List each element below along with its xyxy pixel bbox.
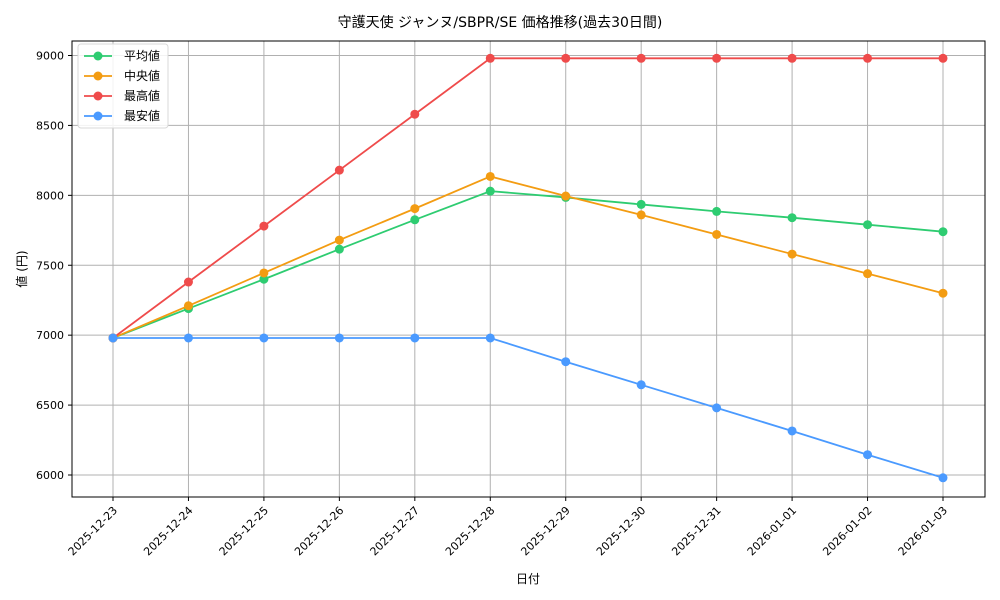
x-tick-label: 2025-12-28 <box>443 504 497 558</box>
legend-label: 最高値 <box>124 88 160 103</box>
legend-label: 最安値 <box>124 108 160 123</box>
data-point <box>108 333 118 343</box>
x-tick-label: 2026-01-03 <box>896 504 950 558</box>
y-tick-label: 8500 <box>36 119 64 132</box>
data-point <box>938 288 948 298</box>
data-point <box>561 191 571 201</box>
data-point <box>485 53 495 63</box>
data-point <box>334 244 344 254</box>
y-tick-label: 6500 <box>36 399 64 412</box>
data-point <box>410 333 420 343</box>
legend-item: 最高値 <box>84 88 160 103</box>
legend-item: 最安値 <box>84 108 160 123</box>
data-point <box>938 227 948 237</box>
data-point <box>863 269 873 279</box>
data-point <box>561 53 571 63</box>
data-point <box>712 53 722 63</box>
legend-marker-icon <box>93 71 103 81</box>
data-point <box>938 473 948 483</box>
series-line <box>112 175 944 339</box>
data-point <box>561 357 571 367</box>
data-point <box>259 268 269 278</box>
data-point <box>485 333 495 343</box>
data-point <box>259 221 269 231</box>
data-point <box>334 235 344 245</box>
data-point <box>712 403 722 413</box>
series-line <box>112 190 944 339</box>
x-tick-label: 2025-12-30 <box>594 504 648 558</box>
y-tick-label: 6000 <box>36 469 64 482</box>
data-point <box>712 206 722 216</box>
x-tick-label: 2025-12-26 <box>292 504 346 558</box>
data-point <box>334 165 344 175</box>
data-point <box>485 186 495 196</box>
data-point <box>787 249 797 259</box>
series-3 <box>108 333 948 483</box>
data-point <box>787 426 797 436</box>
data-point <box>787 213 797 223</box>
legend-item: 平均値 <box>84 48 160 63</box>
data-point <box>183 277 193 287</box>
data-point <box>334 333 344 343</box>
data-point <box>259 333 269 343</box>
x-tick-label: 2025-12-25 <box>217 504 271 558</box>
chart-title: 守護天使 ジャンヌ/SBPR/SE 価格推移(過去30日間) <box>337 15 663 31</box>
y-tick-label: 7500 <box>36 259 64 272</box>
plot-frame <box>71 40 986 498</box>
series-line <box>112 57 943 339</box>
legend-marker-icon <box>93 91 103 101</box>
data-point <box>410 204 420 214</box>
x-tick-label: 2025-12-31 <box>669 504 723 558</box>
data-point <box>410 109 420 119</box>
legend-marker-icon <box>93 111 103 121</box>
data-point <box>938 53 948 63</box>
x-axis-label: 日付 <box>516 572 540 586</box>
data-point <box>636 210 646 220</box>
legend-marker-icon <box>93 51 103 61</box>
legend-label: 平均値 <box>124 48 160 63</box>
y-axis: 6000 6500 7000 7500 8000 8500 9000 <box>36 50 72 482</box>
data-point <box>712 229 722 239</box>
y-tick-label: 7000 <box>36 329 64 342</box>
series-1 <box>108 171 948 343</box>
data-point <box>485 171 495 181</box>
data-point <box>259 274 269 284</box>
series-lines <box>108 53 948 483</box>
x-tick-label: 2025-12-29 <box>518 504 572 558</box>
x-axis: 2025-12-23 2025-12-24 2025-12-25 2025-12-26… <box>66 497 950 558</box>
data-point <box>863 53 873 63</box>
data-point <box>636 53 646 63</box>
series-2 <box>108 53 948 343</box>
x-tick-label: 2025-12-23 <box>66 504 120 558</box>
series-0 <box>108 186 948 343</box>
legend-label: 中央値 <box>124 68 160 83</box>
legend-box <box>77 43 169 129</box>
data-point <box>410 215 420 225</box>
x-tick-label: 2026-01-02 <box>820 504 874 558</box>
y-axis-label: 値 (円) <box>14 250 29 287</box>
data-point <box>863 220 873 230</box>
data-point <box>183 301 193 311</box>
data-point <box>863 450 873 460</box>
x-tick-label: 2025-12-27 <box>368 504 422 558</box>
data-point <box>636 380 646 390</box>
x-tick-label: 2026-01-01 <box>745 504 799 558</box>
legend-item: 中央値 <box>84 68 160 83</box>
data-point <box>183 333 193 343</box>
data-point <box>636 199 646 209</box>
y-tick-label: 9000 <box>36 50 64 63</box>
x-tick-label: 2025-12-24 <box>141 504 195 558</box>
series-line <box>113 337 944 479</box>
y-tick-label: 8000 <box>36 189 64 202</box>
data-point <box>787 53 797 63</box>
